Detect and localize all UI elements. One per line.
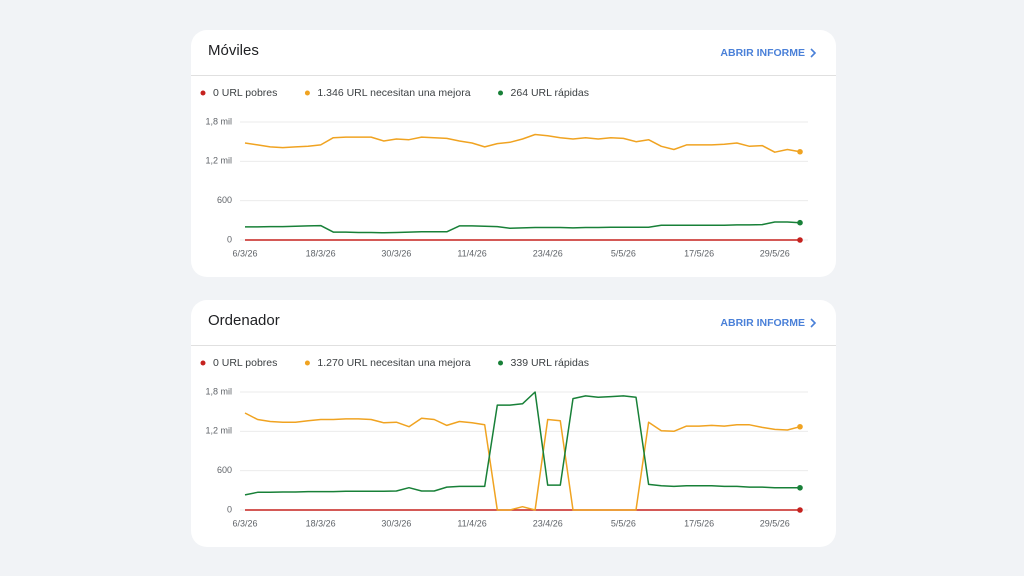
legend-label: 0 URL pobres bbox=[213, 357, 277, 369]
y-tick-label: 600 bbox=[217, 195, 232, 205]
x-tick-label: 30/3/26 bbox=[381, 518, 411, 528]
x-tick-label: 11/4/26 bbox=[457, 248, 486, 258]
x-tick-label: 11/4/26 bbox=[457, 518, 486, 528]
card-title: Móviles bbox=[208, 42, 259, 59]
legend-dot bbox=[498, 90, 504, 96]
legend-dot bbox=[200, 360, 206, 366]
y-tick-label: 0 bbox=[227, 504, 232, 514]
legend-label: 1.270 URL necesitan una mejora bbox=[317, 357, 470, 369]
legend-dot bbox=[498, 360, 504, 366]
x-tick-label: 17/5/26 bbox=[684, 248, 714, 258]
x-tick-label: 18/3/26 bbox=[306, 518, 336, 528]
card-background bbox=[191, 300, 836, 547]
x-tick-label: 29/5/26 bbox=[760, 518, 790, 528]
x-tick-label: 23/4/26 bbox=[533, 248, 563, 258]
y-tick-label: 0 bbox=[227, 234, 232, 244]
end-point bbox=[797, 219, 803, 226]
end-point bbox=[797, 237, 803, 243]
legend-label: 1.346 URL necesitan una mejora bbox=[317, 87, 470, 99]
end-point bbox=[797, 148, 803, 155]
x-tick-label: 23/4/26 bbox=[533, 518, 563, 528]
legend-label: 264 URL rápidas bbox=[511, 87, 589, 99]
y-tick-label: 1,8 mil bbox=[205, 386, 232, 396]
card-title: Ordenador bbox=[208, 312, 280, 329]
x-tick-label: 6/3/26 bbox=[232, 518, 257, 528]
legend-dot bbox=[304, 360, 310, 366]
x-tick-label: 5/5/26 bbox=[611, 248, 636, 258]
x-tick-label: 6/3/26 bbox=[232, 248, 257, 258]
report-card: Ordenador ABRIR INFORME 0 URL pobres 1.270 … bbox=[191, 300, 836, 547]
link-label[interactable]: ABRIR INFORME bbox=[720, 47, 805, 59]
legend-dot bbox=[200, 90, 206, 96]
y-tick-label: 1,2 mil bbox=[205, 426, 232, 436]
x-tick-label: 30/3/26 bbox=[381, 248, 411, 258]
legend-label: 339 URL rápidas bbox=[511, 357, 589, 369]
open-report-link[interactable]: ABRIR INFORME bbox=[720, 47, 817, 59]
chevron-icon[interactable] bbox=[810, 318, 817, 328]
chevron-icon[interactable] bbox=[810, 48, 817, 58]
end-point bbox=[797, 423, 803, 430]
end-point bbox=[797, 507, 803, 513]
report-card: Móviles ABRIR INFORME 0 URL pobres 1.346 UR… bbox=[191, 30, 836, 277]
open-report-link[interactable]: ABRIR INFORME bbox=[720, 317, 817, 329]
y-tick-label: 1,8 mil bbox=[205, 116, 232, 126]
x-tick-label: 5/5/26 bbox=[611, 518, 636, 528]
series-line bbox=[244, 133, 801, 153]
link-label[interactable]: ABRIR INFORME bbox=[720, 317, 805, 329]
x-tick-label: 29/5/26 bbox=[760, 248, 790, 258]
y-tick-label: 1,2 mil bbox=[205, 156, 232, 166]
card-background bbox=[191, 30, 836, 277]
series-line bbox=[244, 391, 801, 496]
series-line bbox=[245, 221, 801, 234]
series-line bbox=[244, 412, 801, 511]
y-tick-label: 600 bbox=[217, 465, 232, 475]
x-tick-label: 18/3/26 bbox=[306, 248, 336, 258]
x-tick-label: 17/5/26 bbox=[684, 518, 714, 528]
legend-label: 0 URL pobres bbox=[213, 87, 277, 99]
legend-dot bbox=[304, 90, 310, 96]
end-point bbox=[797, 484, 803, 491]
